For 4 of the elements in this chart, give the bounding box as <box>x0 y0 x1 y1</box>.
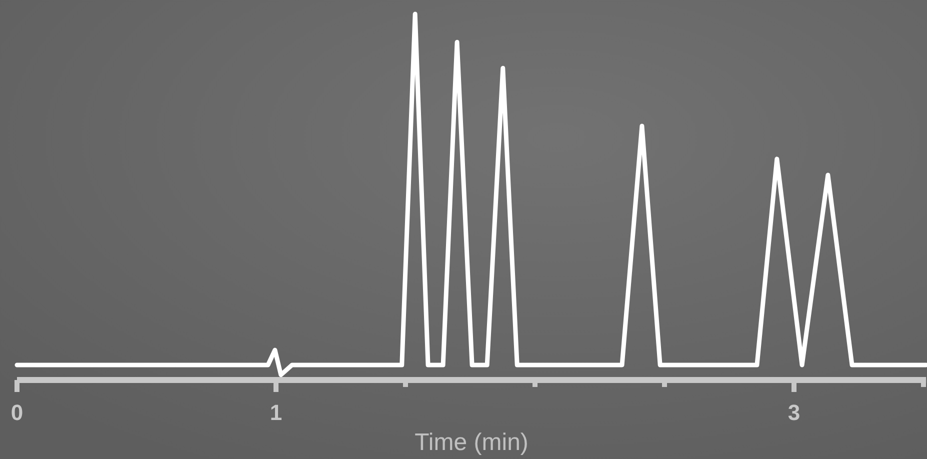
x-tick-label: 0 <box>10 400 24 425</box>
x-tick-label: 1 <box>270 400 282 425</box>
x-tick-label: 3 <box>788 400 800 425</box>
x-axis-title: Time (min) <box>414 429 528 456</box>
